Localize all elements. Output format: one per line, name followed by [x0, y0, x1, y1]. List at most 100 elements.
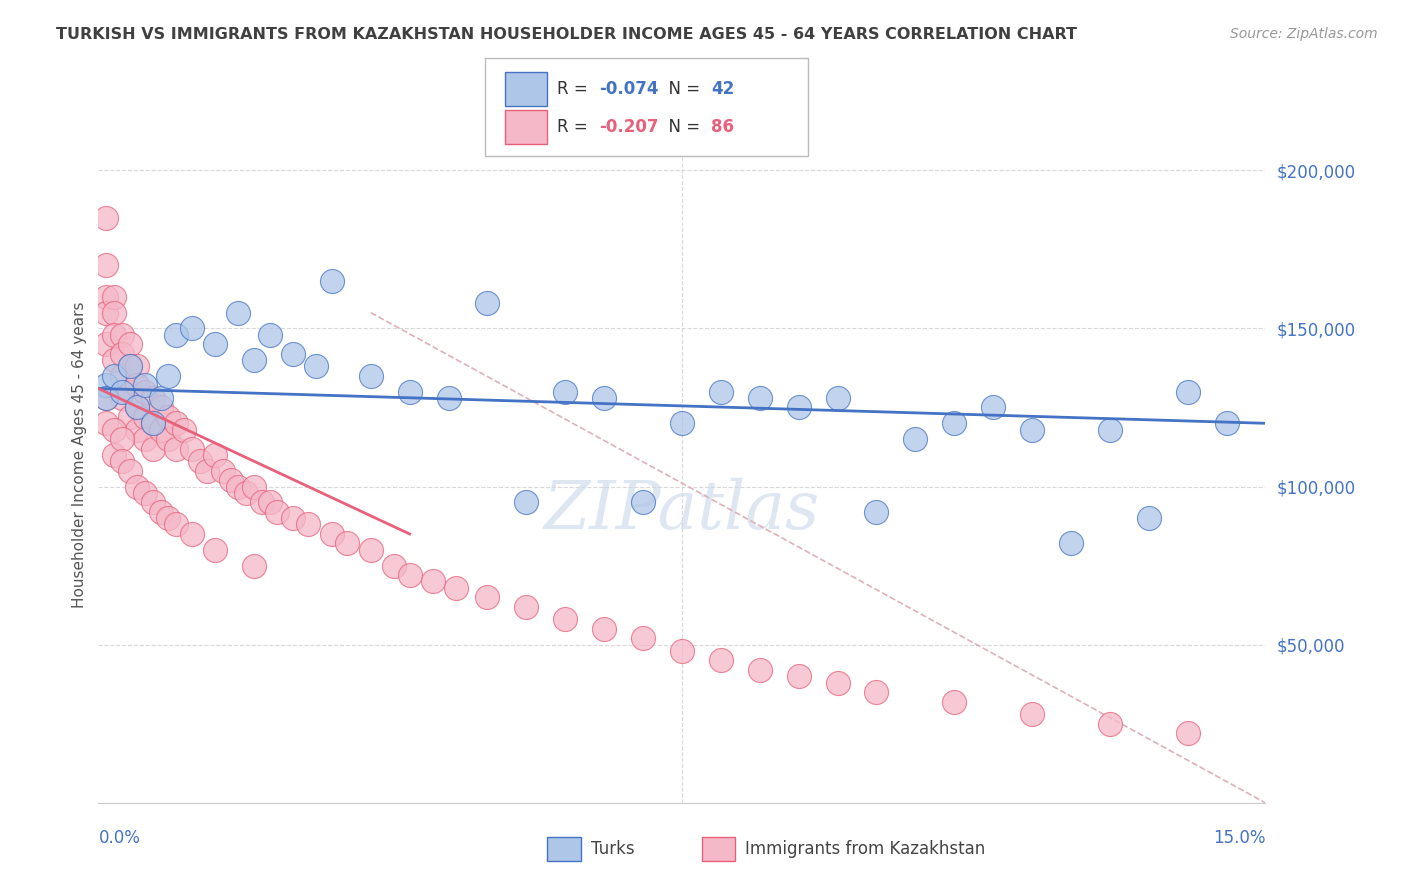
Point	[1177, 384, 1199, 399]
Point	[554, 384, 576, 399]
Point	[180, 527, 202, 541]
Point	[127, 359, 149, 374]
Point	[250, 495, 273, 509]
Point	[103, 423, 125, 437]
Point	[943, 695, 966, 709]
Point	[96, 258, 118, 272]
Text: 15.0%: 15.0%	[1213, 829, 1265, 847]
Text: Immigrants from Kazakhstan: Immigrants from Kazakhstan	[745, 840, 986, 858]
Point	[671, 644, 693, 658]
Point	[96, 378, 118, 392]
Point	[219, 473, 242, 487]
Point	[118, 359, 141, 374]
Point	[382, 558, 405, 573]
Text: 42: 42	[711, 80, 735, 98]
Point	[103, 327, 125, 342]
Point	[212, 464, 235, 478]
Point	[305, 359, 328, 374]
Text: 86: 86	[711, 118, 734, 136]
Point	[336, 536, 359, 550]
Point	[1021, 423, 1043, 437]
Point	[204, 448, 226, 462]
Point	[360, 542, 382, 557]
Point	[103, 353, 125, 368]
Point	[1137, 511, 1160, 525]
Point	[204, 337, 226, 351]
Point	[118, 337, 141, 351]
Point	[96, 337, 118, 351]
Point	[446, 581, 468, 595]
Point	[235, 486, 257, 500]
Point	[103, 448, 125, 462]
Point	[827, 675, 849, 690]
Text: R =: R =	[557, 118, 593, 136]
Text: N =: N =	[658, 118, 706, 136]
Point	[710, 653, 733, 667]
Point	[321, 527, 343, 541]
Point	[149, 391, 172, 405]
Point	[787, 401, 810, 415]
Point	[297, 517, 319, 532]
Point	[243, 558, 266, 573]
Point	[149, 423, 172, 437]
Point	[118, 359, 141, 374]
Point	[111, 391, 134, 405]
Point	[515, 599, 537, 614]
Point	[165, 327, 187, 342]
Point	[243, 479, 266, 493]
Point	[96, 290, 118, 304]
Point	[943, 417, 966, 431]
Point	[266, 505, 288, 519]
Point	[111, 368, 134, 383]
Point	[142, 442, 165, 456]
Point	[157, 368, 180, 383]
Text: TURKISH VS IMMIGRANTS FROM KAZAKHSTAN HOUSEHOLDER INCOME AGES 45 - 64 YEARS CORR: TURKISH VS IMMIGRANTS FROM KAZAKHSTAN HO…	[56, 27, 1077, 42]
Point	[180, 442, 202, 456]
Point	[149, 505, 172, 519]
Point	[96, 305, 118, 319]
Point	[142, 417, 165, 431]
Point	[118, 409, 141, 424]
Point	[103, 290, 125, 304]
Point	[228, 305, 250, 319]
Point	[96, 211, 118, 225]
Point	[111, 327, 134, 342]
Point	[281, 511, 304, 525]
Point	[360, 368, 382, 383]
Point	[127, 401, 149, 415]
Point	[103, 368, 125, 383]
Point	[631, 495, 654, 509]
Point	[398, 384, 420, 399]
Point	[134, 432, 156, 446]
Point	[127, 401, 149, 415]
Point	[127, 479, 149, 493]
Point	[134, 409, 156, 424]
Point	[865, 685, 887, 699]
Text: N =: N =	[658, 80, 706, 98]
Text: Source: ZipAtlas.com: Source: ZipAtlas.com	[1230, 27, 1378, 41]
Point	[1177, 726, 1199, 740]
Point	[671, 417, 693, 431]
Point	[321, 274, 343, 288]
Point	[398, 568, 420, 582]
Point	[134, 384, 156, 399]
Point	[134, 378, 156, 392]
Point	[142, 495, 165, 509]
Point	[593, 391, 616, 405]
Point	[111, 347, 134, 361]
Point	[180, 321, 202, 335]
Point	[259, 327, 281, 342]
Point	[827, 391, 849, 405]
Point	[96, 391, 118, 405]
Point	[165, 442, 187, 456]
Point	[142, 391, 165, 405]
Text: 0.0%: 0.0%	[98, 829, 141, 847]
Text: Turks: Turks	[591, 840, 634, 858]
Point	[204, 542, 226, 557]
Text: -0.207: -0.207	[599, 118, 658, 136]
Point	[554, 612, 576, 626]
Point	[710, 384, 733, 399]
Point	[631, 632, 654, 646]
Point	[1060, 536, 1083, 550]
Point	[134, 486, 156, 500]
